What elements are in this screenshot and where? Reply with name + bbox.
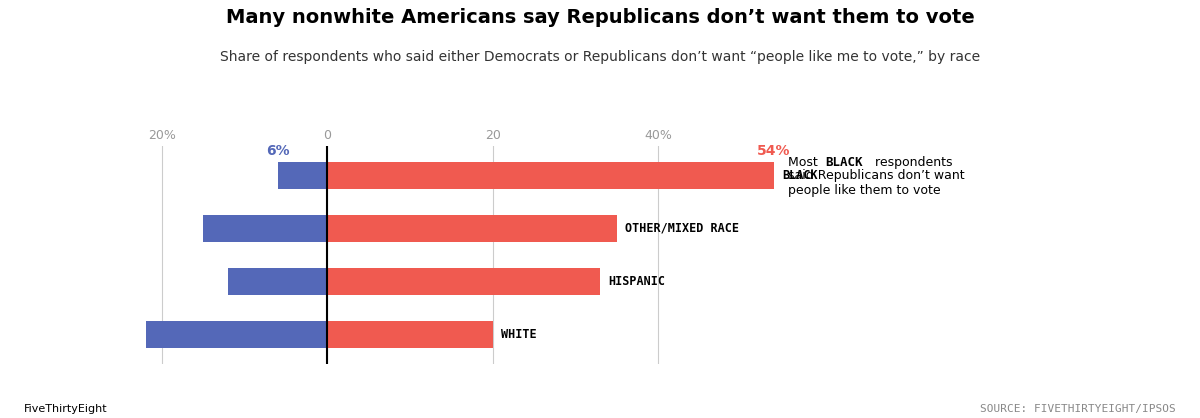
Bar [278,162,328,189]
Text: BLACK: BLACK [826,155,863,169]
Text: Many nonwhite Americans say Republicans don’t want them to vote: Many nonwhite Americans say Republicans … [226,8,974,27]
Text: BLACK: BLACK [782,169,817,182]
Bar [228,268,328,295]
Text: SOURCE: FIVETHIRTYEIGHT/IPSOS: SOURCE: FIVETHIRTYEIGHT/IPSOS [980,404,1176,414]
Text: said Republicans don’t want: said Republicans don’t want [788,169,965,182]
Bar [328,162,774,189]
Text: HISPANIC: HISPANIC [608,275,666,288]
Text: 54%: 54% [757,145,791,158]
Text: respondents: respondents [871,155,953,169]
Bar [328,215,617,242]
Bar [328,321,493,348]
Bar [204,215,328,242]
Bar [145,321,328,348]
Text: WHITE: WHITE [502,328,536,341]
Text: FiveThirtyEight: FiveThirtyEight [24,404,108,414]
Text: 6%: 6% [266,145,289,158]
Text: Most: Most [788,155,822,169]
Text: Share of respondents who said either Democrats or Republicans don’t want “people: Share of respondents who said either Dem… [220,50,980,64]
Text: OTHER/MIXED RACE: OTHER/MIXED RACE [625,222,739,235]
Text: people like them to vote: people like them to vote [788,184,941,197]
Bar [328,268,600,295]
